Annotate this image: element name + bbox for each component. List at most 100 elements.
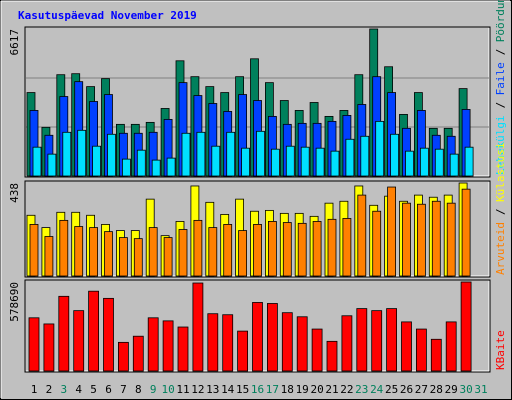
- bar: [460, 281, 472, 372]
- x-tick-label: 15: [236, 383, 249, 396]
- bar: [345, 138, 355, 177]
- bar: [222, 314, 234, 372]
- bar: [445, 321, 457, 372]
- bar: [281, 312, 293, 372]
- bar: [43, 323, 55, 372]
- legend-entry: Faile: [494, 62, 507, 95]
- bar: [226, 131, 236, 177]
- bar: [342, 218, 352, 277]
- bar: [103, 297, 114, 372]
- bar: [163, 237, 173, 277]
- y-tick-label: 578690: [8, 282, 21, 322]
- bar: [28, 317, 40, 372]
- bar: [270, 148, 280, 177]
- bar: [107, 133, 116, 177]
- x-tick-label: 14: [221, 383, 235, 396]
- bar: [419, 147, 429, 177]
- bar: [296, 316, 308, 372]
- bar: [32, 146, 42, 177]
- legend: KBaite: [494, 330, 507, 370]
- bar: [285, 145, 295, 177]
- bar: [401, 321, 412, 372]
- x-tick-label: 16: [251, 383, 264, 396]
- bar: [327, 218, 337, 277]
- bar: [177, 326, 189, 372]
- bar: [341, 315, 353, 372]
- legend-entry: Külastusi: [494, 142, 507, 202]
- legend-separator: /: [494, 49, 507, 56]
- bar: [119, 237, 128, 277]
- x-tick-label: 28: [430, 383, 443, 396]
- x-tick-label: 23: [355, 383, 368, 396]
- bar: [162, 320, 174, 372]
- bar: [357, 194, 367, 277]
- x-tick-label: 29: [445, 383, 458, 396]
- bar: [47, 153, 57, 177]
- bar: [431, 200, 441, 277]
- bar: [375, 120, 385, 177]
- bar: [133, 238, 143, 277]
- bar: [147, 317, 159, 372]
- chart-title: Kasutuspäevad November 2019: [18, 9, 197, 22]
- legend-entry: Arvuteid: [494, 222, 507, 275]
- x-tick-label: 27: [415, 383, 428, 396]
- bar: [223, 224, 233, 277]
- legend-separator: /: [494, 208, 507, 215]
- bar: [372, 210, 382, 277]
- bar: [402, 202, 411, 277]
- x-tick-label: 10: [161, 383, 174, 396]
- x-tick-label: 4: [75, 383, 82, 396]
- bar: [92, 145, 101, 177]
- x-tick-label: 26: [400, 383, 413, 396]
- bar: [461, 188, 471, 277]
- x-tick-label: 9: [150, 383, 157, 396]
- bar: [267, 221, 277, 277]
- bar: [371, 310, 383, 372]
- x-tick-label: 3: [60, 383, 67, 396]
- bar: [416, 203, 426, 277]
- bar: [434, 148, 444, 177]
- bar: [356, 308, 368, 372]
- bar: [207, 313, 219, 372]
- y-tick-label: 438: [8, 183, 21, 203]
- bar: [193, 219, 203, 277]
- y-tick-label: 6617: [8, 29, 21, 56]
- bar: [44, 236, 54, 277]
- bar: [300, 146, 310, 177]
- bar: [211, 145, 221, 177]
- x-tick-label: 6: [105, 383, 112, 396]
- x-tick-label: 12: [191, 383, 204, 396]
- bar: [122, 158, 131, 177]
- bar: [446, 202, 456, 277]
- x-tick-label: 25: [385, 383, 398, 396]
- bar: [360, 135, 370, 177]
- bar: [282, 222, 292, 277]
- bar: [390, 133, 400, 177]
- bar: [208, 227, 218, 277]
- bar: [311, 328, 323, 372]
- bar: [73, 310, 85, 372]
- bar: [266, 303, 278, 372]
- x-tick-label: 31: [474, 383, 487, 396]
- bar: [136, 149, 146, 177]
- x-tick-label: 5: [90, 383, 97, 396]
- legend: Arvuteid / Külastusi: [494, 142, 507, 275]
- bar: [315, 147, 325, 177]
- bar: [237, 330, 249, 372]
- bar: [297, 222, 307, 277]
- bar: [238, 230, 248, 277]
- bar: [312, 221, 322, 277]
- bar: [166, 157, 176, 177]
- x-tick-label: 17: [266, 383, 279, 396]
- x-tick-label: 30: [459, 383, 472, 396]
- bar: [118, 341, 129, 372]
- x-tick-label: 8: [135, 383, 142, 396]
- bar: [415, 328, 427, 372]
- bar: [178, 229, 188, 277]
- bar: [74, 226, 84, 277]
- bar: [386, 308, 398, 372]
- x-tick-label: 21: [325, 383, 338, 396]
- bar: [252, 302, 263, 372]
- x-tick-label: 2: [46, 383, 53, 396]
- bar: [62, 131, 72, 177]
